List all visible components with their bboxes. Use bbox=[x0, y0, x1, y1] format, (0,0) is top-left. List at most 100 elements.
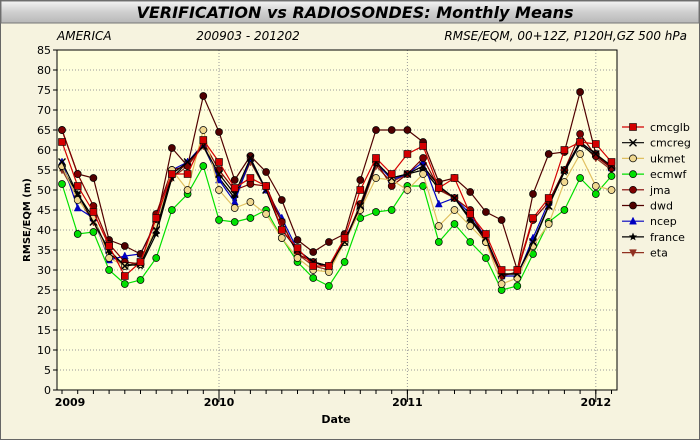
region-label: AMERICA bbox=[56, 29, 112, 43]
point-cmcglb bbox=[403, 150, 412, 158]
point-cmcglb bbox=[152, 214, 160, 222]
y-tick-label: 65 bbox=[37, 124, 51, 137]
legend: cmcglb cmcreg ukmet ecmwf jma dwd ncep france et… bbox=[622, 121, 691, 260]
point-ukmet bbox=[230, 204, 239, 212]
y-tick-label: 75 bbox=[37, 84, 51, 97]
x-stroke bbox=[529, 238, 537, 246]
y-tick-label: 80 bbox=[37, 64, 51, 77]
legend-label-eta: eta bbox=[650, 247, 668, 260]
point-ukmet bbox=[607, 186, 616, 194]
legend-label-jma: jma bbox=[649, 184, 671, 197]
x-stroke bbox=[73, 190, 82, 198]
point-cmcreg bbox=[560, 166, 569, 174]
x-axis-label: Date bbox=[321, 413, 350, 426]
point-cmcreg bbox=[591, 150, 600, 158]
legend-item-jma: jma bbox=[622, 184, 671, 197]
point-dwd bbox=[230, 176, 239, 184]
x-stroke bbox=[419, 162, 428, 170]
point-ecmwf bbox=[120, 280, 129, 288]
point-ukmet bbox=[466, 222, 475, 230]
point-ecmwf bbox=[58, 180, 66, 188]
point-cmcreg bbox=[529, 238, 537, 246]
point-cmcreg bbox=[183, 158, 192, 166]
legend-label-cmcglb: cmcglb bbox=[650, 121, 690, 134]
y-tick-label: 35 bbox=[37, 244, 51, 257]
point-cmcreg bbox=[356, 202, 365, 210]
point-dwd bbox=[387, 126, 396, 134]
legend-marker-ncep bbox=[629, 216, 637, 225]
point-dwd bbox=[309, 248, 318, 256]
point-ecmwf bbox=[466, 238, 475, 246]
x-stroke bbox=[356, 202, 365, 210]
point-dwd bbox=[372, 126, 380, 134]
point-cmcglb bbox=[340, 234, 349, 242]
legend-item-cmcglb: cmcglb bbox=[622, 121, 690, 134]
legend-marker-france bbox=[628, 232, 638, 241]
point-ecmwf bbox=[168, 206, 176, 214]
point-dwd bbox=[262, 168, 270, 176]
point-cmcglb bbox=[482, 230, 490, 238]
point-ecmwf bbox=[309, 274, 318, 282]
y-tick-label: 40 bbox=[37, 224, 51, 237]
point-ukmet bbox=[105, 254, 113, 262]
point-cmcglb bbox=[105, 242, 113, 250]
point-ecmwf bbox=[591, 190, 600, 198]
legend-label-cmcreg: cmcreg bbox=[650, 137, 691, 150]
point-ukmet bbox=[450, 206, 459, 214]
point-dwd bbox=[403, 126, 412, 134]
point-ecmwf bbox=[340, 258, 349, 266]
legend-label-france: france bbox=[650, 231, 685, 244]
y-tick-label: 70 bbox=[37, 104, 51, 117]
point-cmcreg bbox=[73, 190, 82, 198]
x-stroke bbox=[450, 194, 459, 202]
point-jma bbox=[419, 154, 427, 162]
point-ukmet bbox=[293, 254, 302, 262]
point-dwd bbox=[529, 190, 537, 198]
point-cmcglb bbox=[246, 174, 255, 182]
x-stroke bbox=[89, 218, 98, 226]
grid-lines bbox=[57, 50, 617, 390]
point-ecmwf bbox=[136, 276, 145, 284]
point-dwd bbox=[356, 176, 365, 184]
point-ecmwf bbox=[215, 216, 223, 224]
legend-item-ukmet: ukmet bbox=[622, 152, 686, 165]
legend-marker-jma bbox=[629, 185, 637, 194]
x-stroke bbox=[183, 158, 192, 166]
x-stroke bbox=[591, 150, 600, 158]
point-ukmet bbox=[199, 126, 208, 134]
point-cmcglb bbox=[199, 136, 208, 144]
legend-label-ecmwf: ecmwf bbox=[650, 168, 688, 181]
point-cmcglb bbox=[136, 258, 145, 266]
y-tick-label: 30 bbox=[37, 264, 51, 277]
point-ncep bbox=[434, 199, 443, 208]
point-cmcglb bbox=[73, 182, 82, 190]
x-tick-label: 2010 bbox=[204, 396, 235, 409]
x-tick-label: 2009 bbox=[55, 396, 86, 409]
metric-label: RMSE/EQM, 00+12Z, P120H,GZ 500 hPa bbox=[444, 29, 687, 43]
y-tick-label: 0 bbox=[44, 384, 51, 397]
legend-label-dwd: dwd bbox=[650, 200, 673, 213]
point-cmcreg bbox=[403, 170, 412, 178]
point-ecmwf bbox=[560, 206, 569, 214]
y-tick-label: 10 bbox=[37, 344, 51, 357]
point-cmcreg bbox=[419, 162, 428, 170]
series-cmcglb bbox=[58, 136, 616, 280]
x-tick-label: 2011 bbox=[392, 396, 423, 409]
point-cmcglb bbox=[497, 266, 506, 274]
point-dwd bbox=[325, 238, 333, 246]
point-cmcglb bbox=[576, 138, 584, 146]
point-cmcglb bbox=[356, 186, 365, 194]
point-dwd bbox=[277, 196, 286, 204]
point-cmcglb bbox=[262, 182, 270, 190]
point-cmcglb bbox=[560, 146, 569, 154]
point-jma bbox=[58, 126, 66, 134]
legend-item-ecmwf: ecmwf bbox=[622, 168, 688, 181]
legend-marker-eta bbox=[629, 249, 637, 258]
point-cmcglb bbox=[277, 226, 286, 234]
y-axis-label: RMSE/EQM (m) bbox=[22, 178, 33, 262]
point-cmcglb bbox=[466, 210, 475, 218]
point-ecmwf bbox=[450, 220, 459, 228]
point-ukmet bbox=[215, 186, 223, 194]
